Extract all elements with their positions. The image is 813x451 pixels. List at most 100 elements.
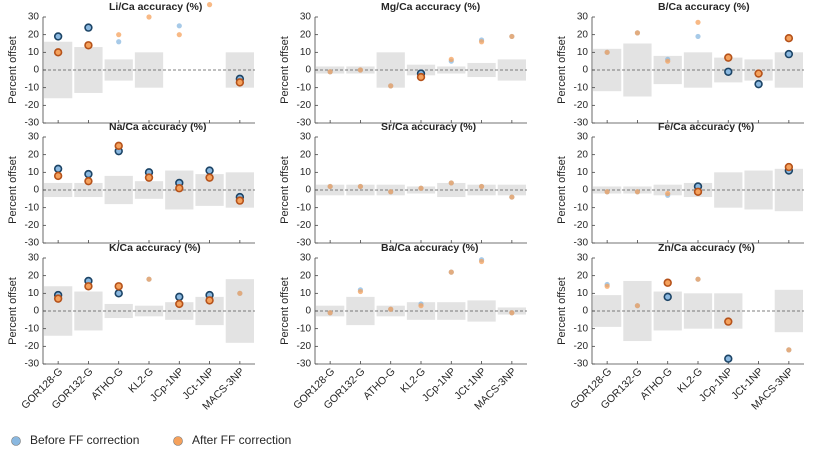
y-tick-label: 10 (300, 288, 312, 299)
y-tick-label: 0 (33, 185, 39, 196)
x-tick-label: ATHO-G (361, 366, 398, 403)
data-point (448, 56, 454, 63)
y-tick-label: -10 (25, 82, 40, 93)
x-tick-label: JCp-1NP (420, 366, 459, 405)
data-point (416, 72, 426, 82)
data-point (695, 33, 701, 40)
chart-title: Zn/Ca accuracy (%) (658, 242, 755, 254)
y-tick-label: -30 (25, 359, 40, 370)
y-tick-label: -20 (25, 220, 40, 231)
data-point (509, 194, 515, 200)
legend-marker (173, 436, 183, 446)
y-tick-label: 10 (577, 167, 589, 178)
y-tick-label: -20 (25, 100, 40, 111)
data-point (634, 303, 641, 309)
data-point (724, 354, 733, 363)
x-tick-label: JCp-1NP (697, 366, 736, 405)
data-point (724, 317, 733, 326)
data-point (357, 183, 364, 190)
data-point (114, 141, 123, 151)
y-tick-label: -30 (297, 238, 312, 249)
y-tick-label: -30 (25, 238, 40, 249)
data-point (53, 32, 63, 41)
y-tick-label: -20 (297, 100, 312, 111)
y-tick-label: 30 (577, 253, 589, 264)
chart-title: Li/Ca accuracy (%) (109, 1, 202, 13)
data-point (509, 310, 515, 316)
y-tick-label: 10 (28, 288, 40, 299)
data-point (176, 32, 182, 38)
data-point (235, 78, 245, 87)
data-point (418, 185, 424, 191)
y-tick-label: 20 (28, 270, 40, 281)
y-tick-label: 20 (300, 149, 312, 160)
data-point (665, 190, 671, 197)
y-tick-label: -10 (574, 82, 589, 93)
data-point (327, 310, 333, 316)
data-point (724, 53, 733, 62)
y-tick-label: 10 (300, 47, 312, 58)
data-point (357, 288, 364, 295)
data-point (634, 30, 641, 36)
y-tick-label: 30 (28, 253, 40, 264)
data-point (388, 83, 394, 89)
y-tick-label: 0 (33, 65, 39, 76)
y-tick-label: -10 (574, 323, 589, 334)
y-tick-label: -10 (297, 82, 312, 93)
y-tick-label: -30 (574, 238, 589, 249)
data-point (146, 14, 152, 20)
y-tick-label: -20 (25, 341, 40, 352)
y-tick-label: 20 (28, 29, 40, 40)
y-axis-label: Percent offset (556, 36, 568, 104)
data-point (724, 67, 733, 76)
data-point (448, 269, 454, 275)
data-point (175, 292, 184, 302)
data-point (176, 23, 182, 29)
chart-title: B/Ca accuracy (%) (658, 1, 750, 13)
data-point (695, 19, 701, 25)
y-tick-label: -20 (574, 341, 589, 352)
data-point (205, 296, 214, 305)
y-tick-label: 0 (305, 185, 311, 196)
legend-marker (11, 436, 21, 446)
data-point (509, 33, 515, 40)
y-tick-label: 0 (582, 306, 588, 317)
data-point (235, 196, 245, 205)
y-axis-label: Percent offset (279, 156, 291, 224)
y-tick-label: 0 (582, 185, 588, 196)
chart-title: K/Ca accuracy (%) (109, 242, 201, 254)
y-tick-label: 30 (300, 253, 312, 264)
data-point (418, 303, 424, 309)
y-axis-label: Percent offset (556, 156, 568, 224)
data-point (84, 282, 93, 291)
y-tick-label: 30 (300, 132, 312, 143)
data-point (784, 33, 794, 43)
x-tick-label: ATHO-G (89, 366, 126, 403)
data-point (175, 184, 184, 193)
y-tick-label: 30 (577, 12, 589, 23)
data-point (604, 189, 610, 195)
data-point (786, 347, 792, 353)
data-point (206, 2, 213, 8)
y-tick-label: -20 (574, 220, 589, 231)
y-tick-label: -20 (574, 100, 589, 111)
y-tick-label: 10 (28, 167, 40, 178)
y-tick-label: -30 (574, 118, 589, 129)
chart-title: Mg/Ca accuracy (%) (381, 1, 480, 13)
chart-title: Ba/Ca accuracy (%) (381, 242, 478, 254)
y-axis-label: Percent offset (556, 277, 568, 345)
data-point (784, 49, 794, 59)
y-axis-label: Percent offset (279, 36, 291, 104)
y-axis-label: Percent offset (279, 277, 291, 345)
y-tick-label: 20 (577, 29, 589, 40)
y-tick-label: -10 (25, 323, 40, 334)
y-axis-label: Percent offset (7, 156, 19, 224)
data-point (665, 58, 671, 64)
data-point (478, 258, 485, 265)
data-point (784, 162, 794, 172)
y-tick-label: 10 (577, 47, 589, 58)
y-tick-label: -30 (25, 118, 40, 129)
data-point (114, 289, 123, 298)
chart-title: Na/Ca accuracy (%) (109, 121, 206, 133)
y-tick-label: 20 (577, 270, 589, 281)
